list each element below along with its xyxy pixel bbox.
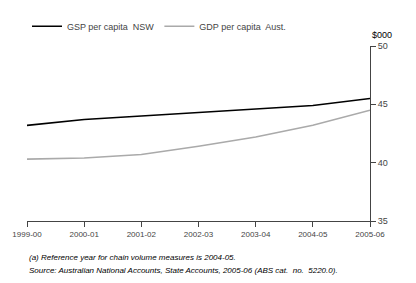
svg-text:35: 35 (378, 216, 388, 226)
svg-text:$000: $000 (372, 30, 392, 40)
svg-text:GDP per capita Aust.: GDP per capita Aust. (199, 22, 285, 32)
svg-text:2001-02: 2001-02 (127, 230, 157, 239)
svg-text:(a) Reference year for chain v: (a) Reference year for chain volume meas… (29, 253, 236, 262)
svg-text:40: 40 (378, 158, 388, 168)
svg-text:2003-04: 2003-04 (241, 230, 271, 239)
svg-text:GSP per capita NSW: GSP per capita NSW (67, 22, 154, 32)
svg-text:2000-01: 2000-01 (69, 230, 99, 239)
svg-text:Source: Australian National Ac: Source: Australian National Accounts, St… (29, 266, 338, 275)
svg-text:1999-00: 1999-00 (12, 230, 42, 239)
svg-text:2002-03: 2002-03 (184, 230, 214, 239)
svg-text:2005-06: 2005-06 (355, 230, 385, 239)
svg-text:50: 50 (378, 41, 388, 51)
svg-text:45: 45 (378, 99, 388, 109)
svg-text:2004-05: 2004-05 (298, 230, 328, 239)
